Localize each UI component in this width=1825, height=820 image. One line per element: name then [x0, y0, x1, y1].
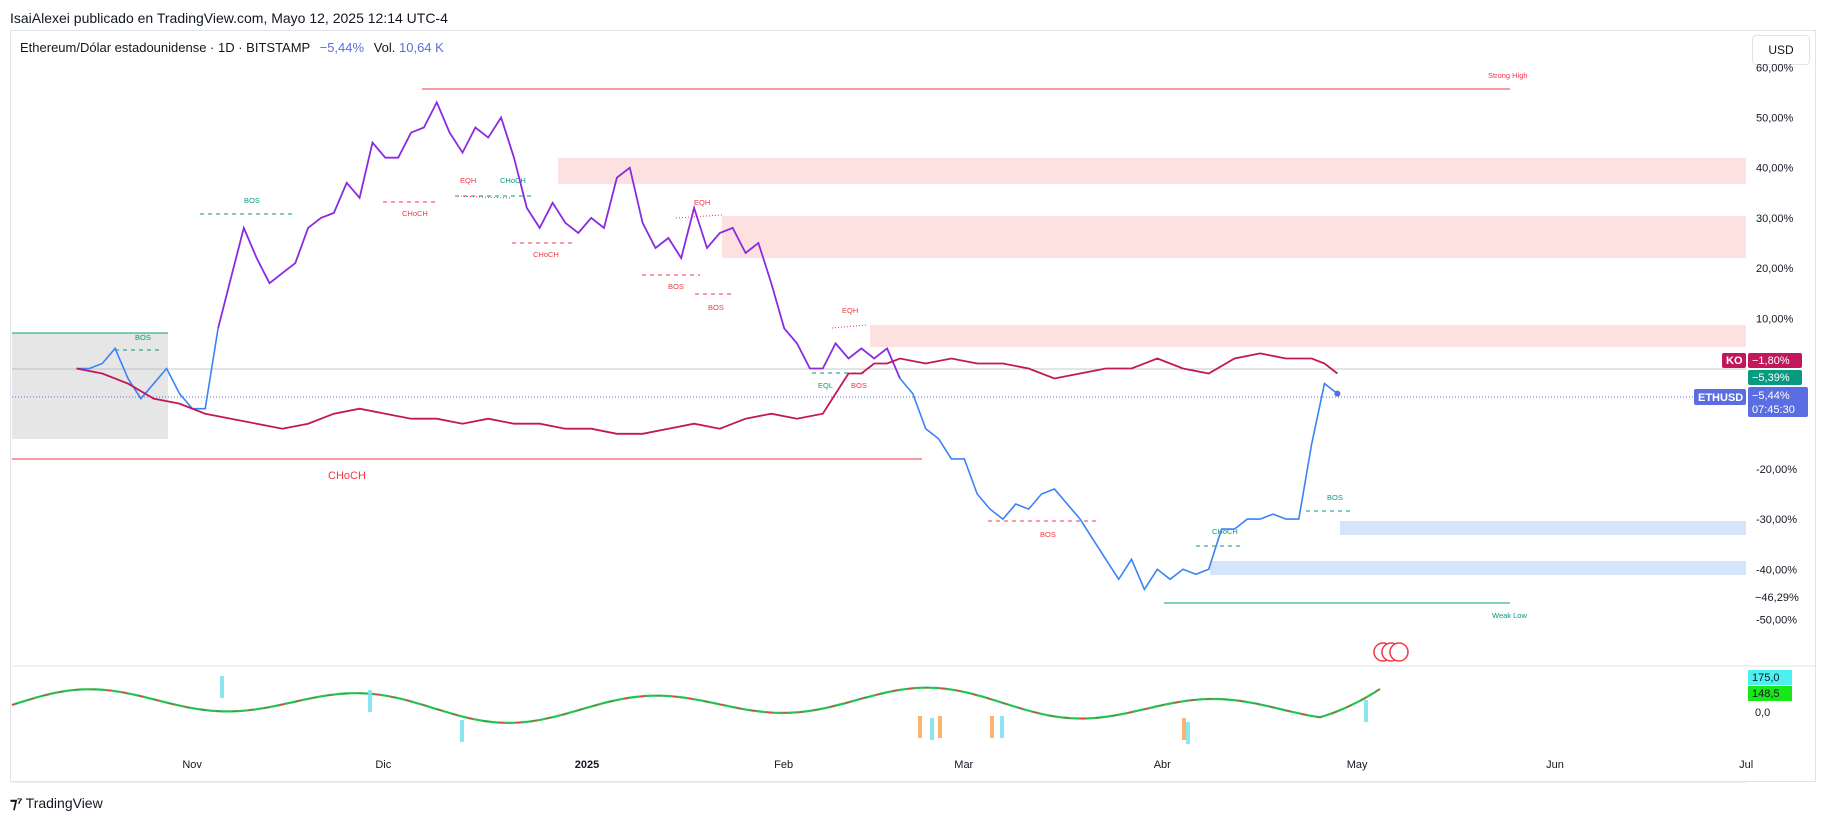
y-tick-label: 40,00% — [1756, 163, 1794, 175]
eth-value-label: −5,44% — [1752, 390, 1790, 402]
strong-high-label: Strong High — [1488, 71, 1528, 80]
x-tick-label: Dic — [375, 759, 391, 771]
eth-value-bg — [1748, 387, 1808, 417]
bos-label-6: BOS — [1040, 530, 1056, 539]
oscillator-bar-orange — [938, 716, 942, 738]
published-line: IsaiAlexei publicado en TradingView.com,… — [10, 10, 448, 26]
oscillator-bar-orange — [990, 716, 994, 738]
x-tick-label: May — [1347, 759, 1368, 771]
brand-name: TradingView — [25, 795, 103, 811]
ko-line — [76, 352, 1338, 435]
x-tick-label: Feb — [774, 759, 793, 771]
consolidation-zone — [12, 333, 168, 439]
eqh-label-1: EQH — [460, 176, 476, 185]
choch-label-2: CHoCH — [500, 176, 526, 185]
oscillator-bar-orange — [918, 716, 922, 738]
bos-label-2: BOS — [135, 333, 151, 342]
osc-upper-label: 175,0 — [1752, 672, 1780, 684]
eqh-label-3: EQH — [842, 306, 858, 315]
y-tick-label: -40,00% — [1756, 564, 1797, 576]
eth-line-down — [899, 377, 1338, 592]
y-tick-label: 60,00% — [1756, 62, 1794, 74]
y-tick-label: -30,00% — [1756, 514, 1797, 526]
eqh-dot-2 — [675, 214, 723, 219]
oscillator-bar — [460, 720, 464, 742]
bos-label-5: BOS — [851, 381, 867, 390]
weak-low-label: Weak Low — [1492, 611, 1527, 620]
y-tick-label: 10,00% — [1756, 313, 1794, 325]
x-tick-label: 2025 — [575, 759, 599, 771]
currency-button[interactable]: USD — [1752, 35, 1810, 65]
x-tick-label: Mar — [954, 759, 973, 771]
eth-prev-label: −5,39% — [1752, 372, 1790, 384]
x-tick-label: Abr — [1154, 759, 1171, 771]
oscillator-bar — [368, 690, 372, 712]
supply-zone-1 — [558, 158, 1746, 184]
eth-line-up — [217, 100, 901, 379]
volume-value: 10,64 K — [399, 40, 444, 55]
y-tick-label: 20,00% — [1756, 263, 1794, 275]
ko-value-bg — [1748, 353, 1802, 368]
demand-zone-2 — [1210, 561, 1746, 575]
y-tick-label: -20,00% — [1756, 464, 1797, 476]
oscillator-bar — [1186, 722, 1190, 744]
symbol-title: Ethereum/Dólar estadounidense · 1D · BIT… — [20, 40, 310, 55]
tradingview-logo-icon: ⁊⁷ — [10, 795, 23, 812]
oscillator-bar — [1000, 716, 1004, 738]
symbol-change: −5,44% — [319, 40, 365, 55]
supply-zone-2 — [722, 216, 1746, 258]
oscillator-bar — [1364, 700, 1368, 722]
supply-zone-3 — [870, 325, 1746, 347]
eth-tag-label: ETHUSD — [1698, 392, 1743, 404]
osc-upper-bg — [1748, 670, 1792, 685]
bos-label-7: BOS — [1327, 493, 1343, 502]
choch-label-4: CHoCH — [1212, 527, 1238, 536]
oscillator-bar — [220, 676, 224, 698]
osc-zero-label: 0,0 — [1755, 707, 1770, 719]
y-tick-label: 30,00% — [1756, 213, 1794, 225]
x-tick-label: Nov — [182, 759, 202, 771]
eqh-dot-1 — [454, 195, 511, 199]
choch-label-main: CHoCH — [328, 470, 366, 482]
oscillator-bar — [930, 718, 934, 740]
eth-tag-bg — [1694, 389, 1746, 405]
event-flag-icon — [1389, 642, 1409, 662]
eth-countdown-label: 07:45:30 — [1752, 404, 1795, 416]
ko-tag-bg — [1722, 353, 1746, 368]
osc-lower-label: 148,5 — [1752, 688, 1780, 700]
ko-value-label: −1,80% — [1752, 355, 1790, 367]
oscillator-signal — [11, 687, 1381, 724]
choch-label-3: CHoCH — [533, 250, 559, 259]
x-tick-label: Jun — [1546, 759, 1564, 771]
bos-label-1: BOS — [244, 196, 260, 205]
eth-last-point — [1334, 390, 1341, 397]
y-tick-label: 50,00% — [1756, 113, 1794, 125]
eql-label: EQL — [818, 381, 833, 390]
choch-label-1: CHoCH — [402, 209, 428, 218]
eth-low-label: −46,29% — [1755, 592, 1799, 604]
eqh-dot-3 — [831, 324, 869, 329]
oscillator-wave — [11, 686, 1381, 725]
y-tick-label: -50,00% — [1756, 615, 1797, 627]
bos-label-3: BOS — [668, 282, 684, 291]
tradingview-brand[interactable]: ⁊⁷ TradingView — [10, 794, 103, 812]
volume-label: Vol. — [373, 40, 396, 55]
eth-prev-bg — [1748, 370, 1802, 385]
x-tick-label: Jul — [1739, 759, 1753, 771]
demand-zone-1 — [1340, 521, 1746, 535]
ko-tag-label: KO — [1726, 355, 1743, 367]
symbol-legend[interactable]: Ethereum/Dólar estadounidense · 1D · BIT… — [20, 40, 444, 55]
osc-lower-bg — [1748, 686, 1792, 701]
eqh-label-2: EQH — [694, 198, 710, 207]
bos-label-4: BOS — [708, 303, 724, 312]
oscillator-bar-orange — [1182, 718, 1186, 740]
